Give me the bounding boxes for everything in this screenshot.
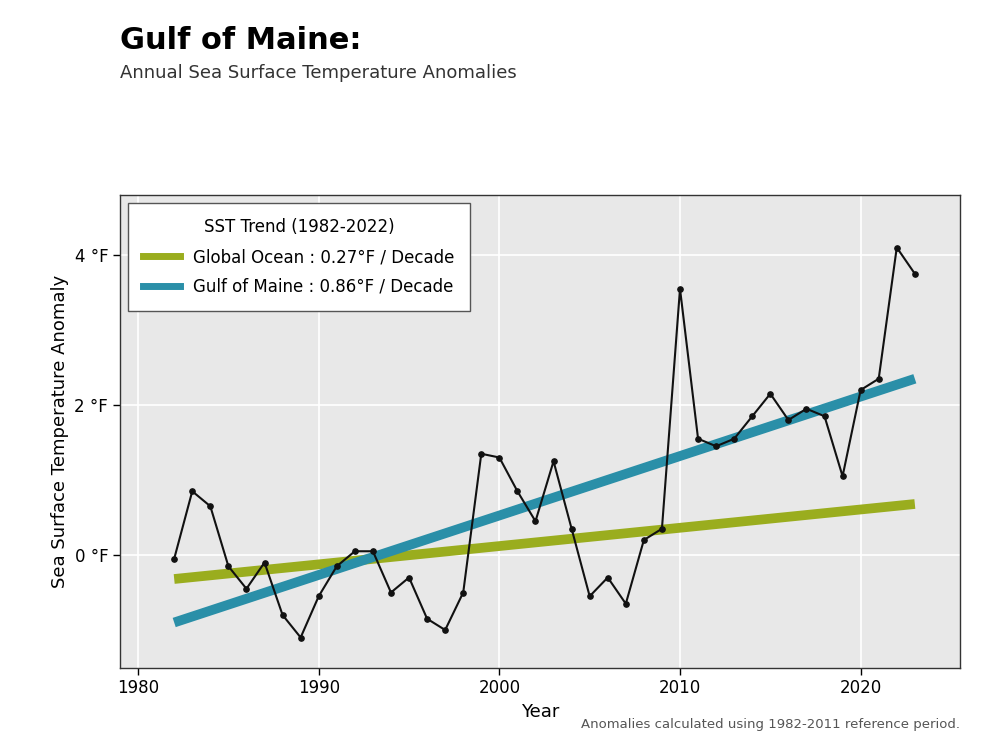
Legend: Global Ocean : 0.27°F / Decade, Gulf of Maine : 0.86°F / Decade: Global Ocean : 0.27°F / Decade, Gulf of … (128, 203, 470, 310)
Text: Gulf of Maine:: Gulf of Maine: (120, 26, 362, 56)
Y-axis label: Sea Surface Temperature Anomaly: Sea Surface Temperature Anomaly (51, 274, 69, 588)
X-axis label: Year: Year (521, 703, 559, 721)
Text: Anomalies calculated using 1982-2011 reference period.: Anomalies calculated using 1982-2011 ref… (581, 718, 960, 731)
Text: Annual Sea Surface Temperature Anomalies: Annual Sea Surface Temperature Anomalies (120, 64, 517, 82)
